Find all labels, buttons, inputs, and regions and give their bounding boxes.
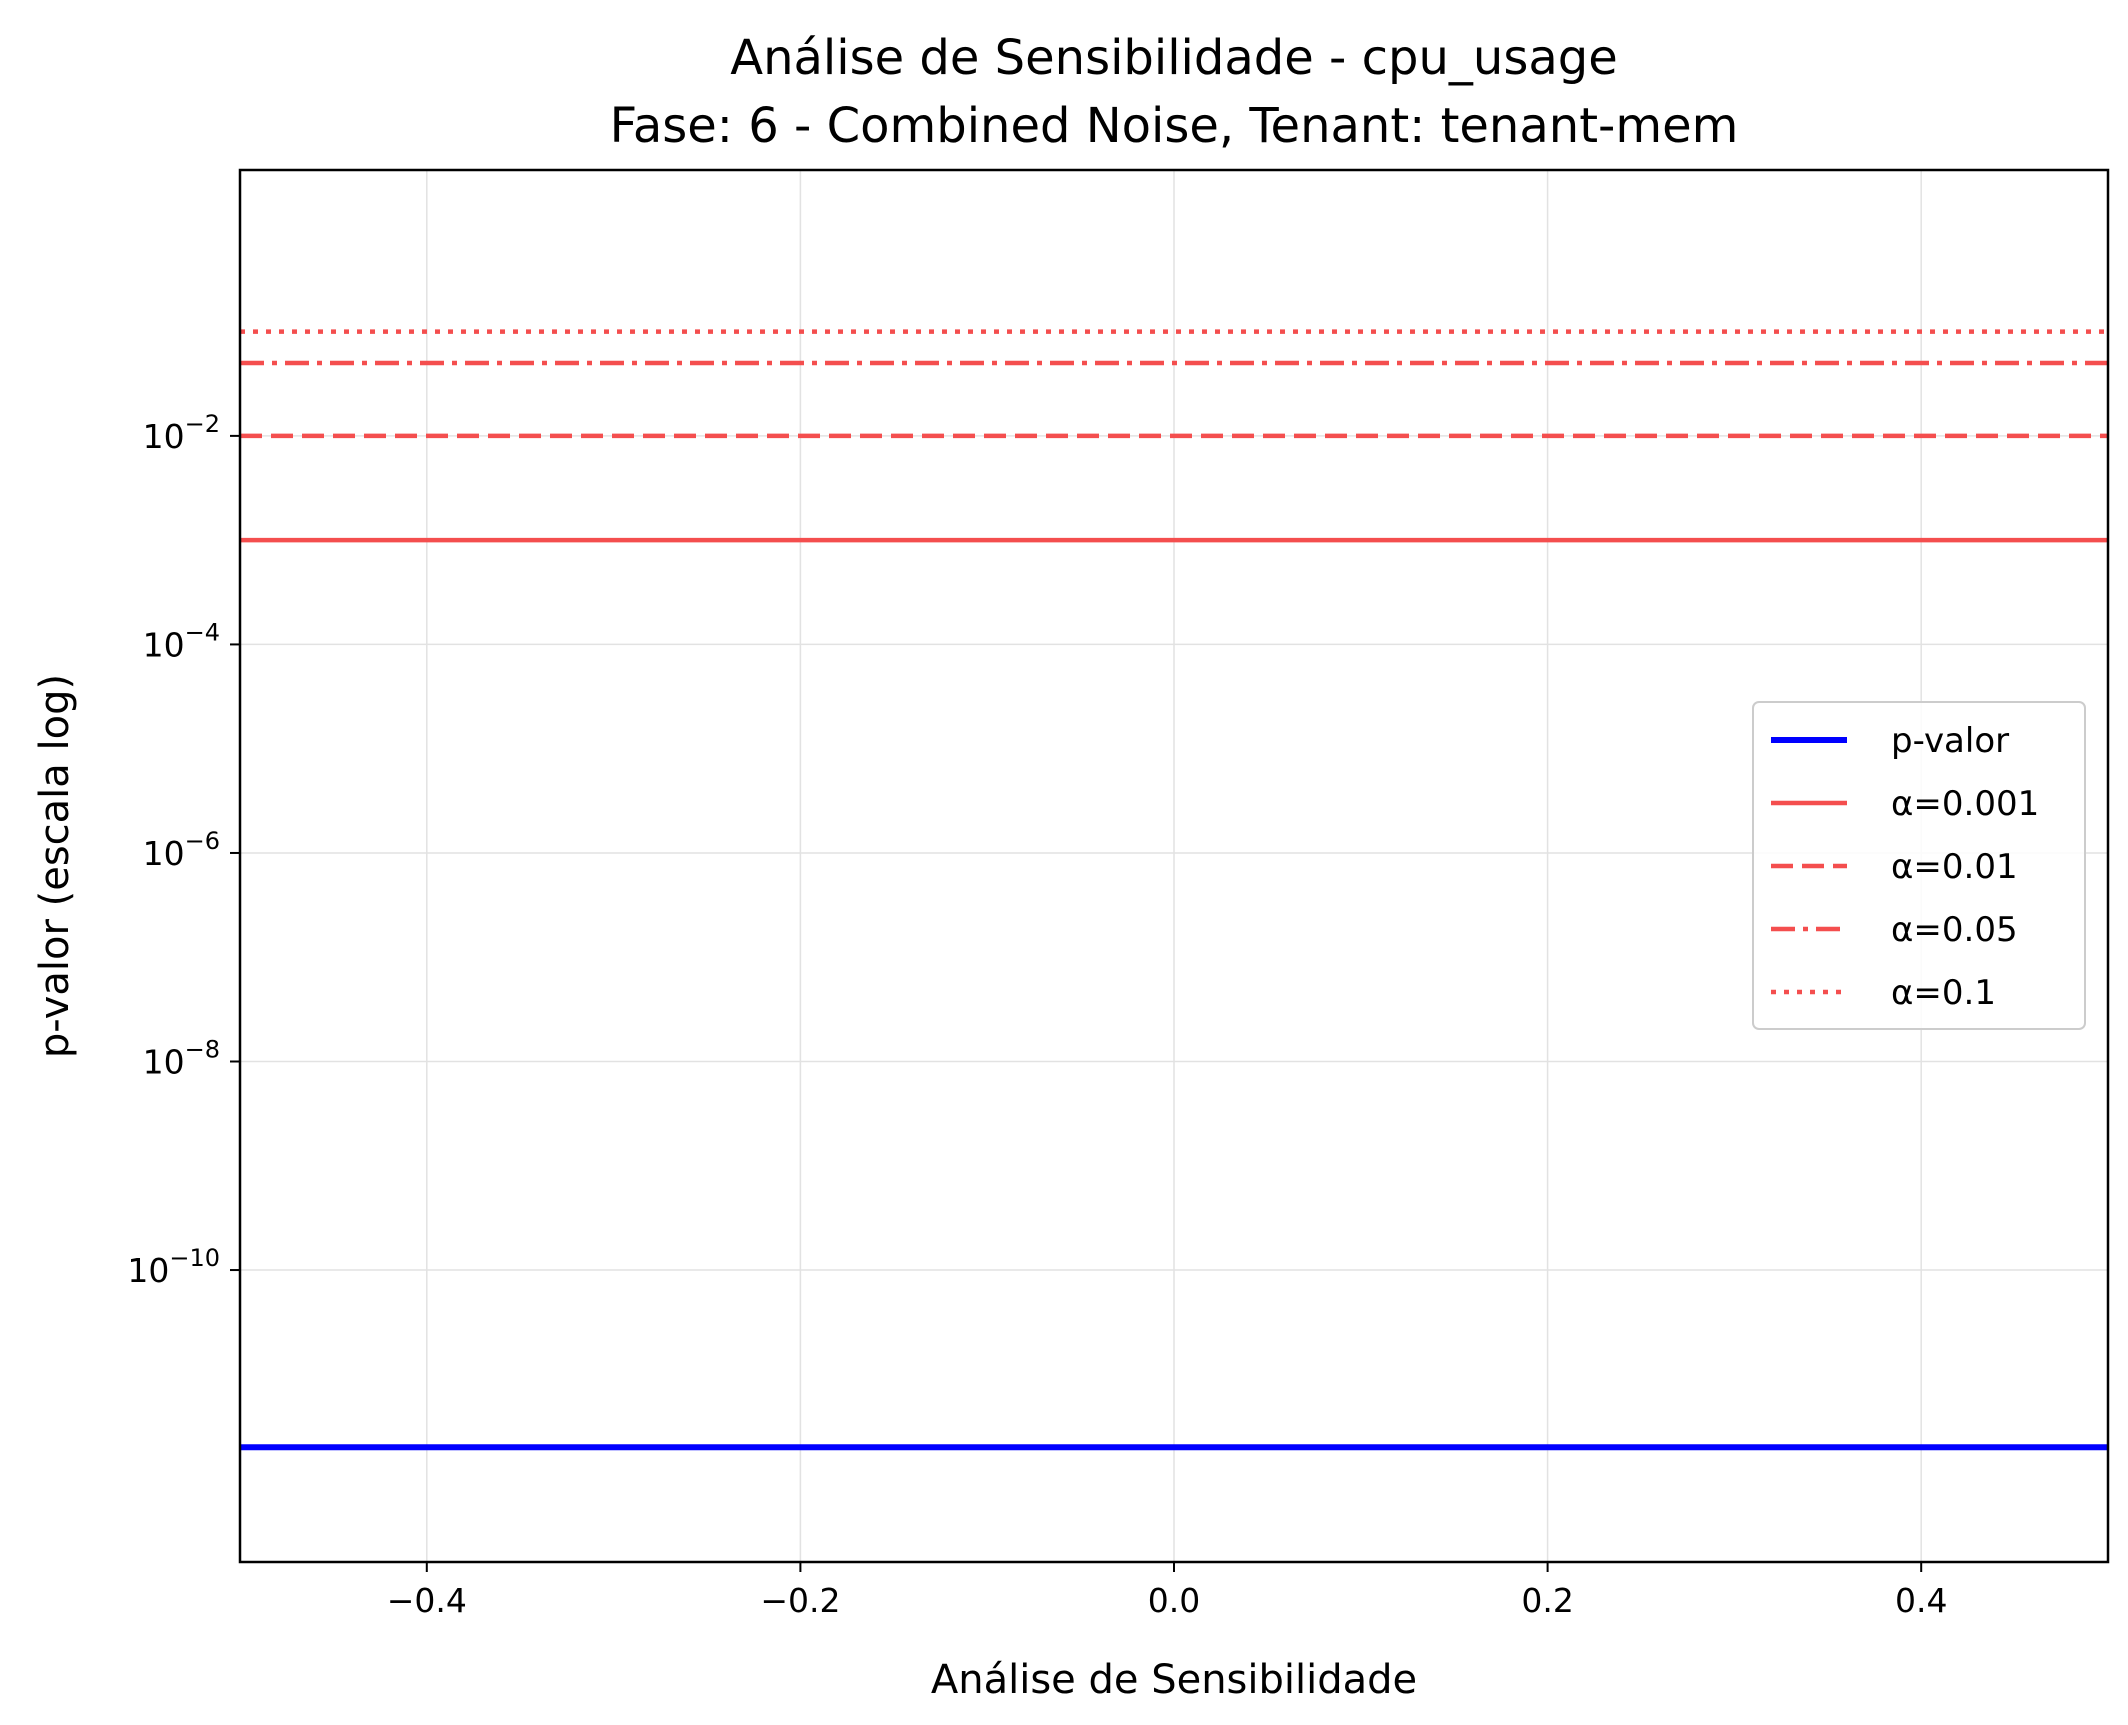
series-lines — [240, 329, 2108, 1451]
y-tick-label: 10−8 — [143, 1036, 220, 1082]
x-tick-label: 0.2 — [1521, 1581, 1573, 1620]
legend-frame — [1752, 701, 2086, 1030]
x-tick-label: −0.2 — [760, 1581, 840, 1620]
x-axis-label: Análise de Sensibilidade — [931, 1657, 1417, 1703]
y-tick-label: 10−2 — [143, 410, 220, 456]
legend-label: α=0.001 — [1891, 784, 2039, 824]
y-tick-label: 10−6 — [143, 827, 220, 873]
legend-entries: p-valor α=0.001 α=0.01 α=0.05 α=0.1 — [1771, 721, 2039, 1013]
x-axis-ticks: −0.4 −0.2 0.0 0.2 0.4 — [387, 1562, 1947, 1620]
legend-label: p-valor — [1891, 721, 2009, 761]
legend-label: α=0.05 — [1891, 910, 2018, 950]
x-tick-label: 0.4 — [1895, 1581, 1947, 1620]
legend-label: α=0.1 — [1891, 973, 1996, 1013]
legend: p-valor α=0.001 α=0.01 α=0.05 α=0.1 — [1752, 701, 2086, 1030]
chart-subtitle: Fase: 6 - Combined Noise, Tenant: tenant… — [610, 98, 1739, 154]
legend-label: α=0.01 — [1891, 847, 2018, 887]
chart-title: Análise de Sensibilidade - cpu_usage — [730, 30, 1617, 86]
y-axis-label: p-valor (escala log) — [32, 674, 78, 1058]
y-axis-ticks: 10−10 10−8 10−6 10−4 10−2 — [127, 410, 240, 1290]
x-tick-label: −0.4 — [387, 1581, 467, 1620]
y-tick-label: 10−4 — [143, 618, 220, 664]
y-tick-label: 10−10 — [127, 1244, 220, 1290]
x-tick-label: 0.0 — [1148, 1581, 1200, 1620]
